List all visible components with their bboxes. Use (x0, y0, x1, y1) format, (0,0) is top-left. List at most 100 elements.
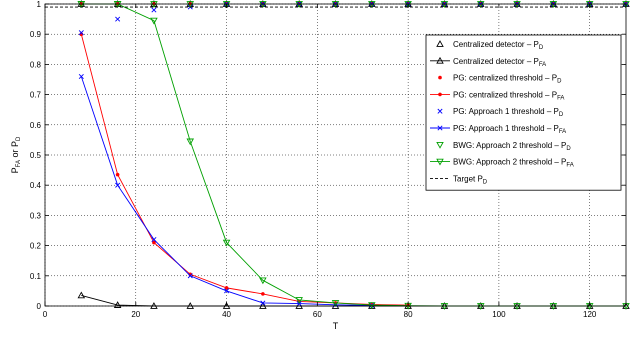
series-5 (78, 73, 375, 308)
y-tick-label: 0.7 (30, 91, 42, 100)
legend-entry: Centralized detector – PD (436, 40, 544, 51)
data-point-stroke (151, 7, 157, 13)
x-tick-label: 60 (313, 310, 322, 319)
data-point-stroke (260, 300, 266, 306)
data-point (187, 273, 193, 279)
legend-label-main: BWG: Approach 2 threshold – P (453, 141, 566, 150)
legend-label-sub: D (557, 79, 562, 85)
data-point (331, 300, 340, 307)
ticks: 0 20 40 60 80 100 120 0 0.1 0.2 0.3 0.4 0.5 0.6 0.7 0.8… (30, 0, 626, 319)
data-point (77, 291, 86, 299)
legend-label: PG: Approach 1 threshold – PD (453, 107, 564, 118)
legend-swatch-marker (436, 141, 444, 149)
legend-label-sub: FA (557, 95, 564, 101)
data-point-stroke (151, 237, 157, 243)
legend-entry: PG: centralized threshold – PD (438, 74, 562, 85)
legend-entry: PG: Approach 1 threshold – PD (437, 107, 564, 118)
legend-swatch-marker (436, 40, 444, 47)
data-point (186, 138, 195, 146)
y-axis-label-main: P (10, 167, 20, 173)
y-tick-label: 1 (37, 0, 42, 9)
x-tick-label: 0 (43, 310, 48, 319)
legend-label-main: Target P (453, 174, 483, 183)
legend-swatch-marker (436, 56, 444, 64)
legend-label-main: PG: centralized threshold – P (453, 90, 557, 99)
legend-label: BWG: Approach 2 threshold – PFA (453, 158, 574, 169)
data-point (368, 302, 376, 310)
y-tick-label: 0 (37, 302, 42, 311)
legend-swatch-marker (438, 92, 442, 97)
legend-label: BWG: Approach 2 threshold – PD (453, 141, 571, 152)
legend-label-sub: D (539, 45, 544, 51)
data-point (78, 30, 84, 36)
legend-swatch-marker (436, 158, 444, 166)
legend-label: PG: centralized threshold – PFA (453, 90, 564, 101)
y-tick-label: 0.5 (30, 151, 42, 160)
legend-box (425, 34, 622, 191)
x-tick-label: 20 (131, 310, 140, 319)
data-point-stroke (115, 16, 121, 22)
y-axis-label-sub1: FA (16, 160, 22, 167)
y-tick-label: 0.6 (30, 121, 42, 130)
legend-swatch-marker (437, 108, 443, 114)
data-point-stroke (187, 273, 193, 279)
data-point (295, 297, 303, 304)
legend-label-sub: D (566, 146, 571, 152)
data-point-stroke (78, 30, 84, 36)
y-tick-label: 0.3 (30, 211, 42, 220)
legend-label-sub: FA (539, 62, 546, 68)
x-tick-label: 120 (583, 310, 597, 319)
data-point (152, 240, 156, 245)
legend-entry: BWG: Approach 2 threshold – PD (436, 141, 571, 152)
data-point (151, 7, 157, 13)
y-tick-label: 0.4 (30, 181, 42, 190)
x-tick-label: 100 (492, 310, 506, 319)
y-tick-label: 0.9 (30, 30, 42, 39)
data-point (150, 17, 158, 25)
legend-label-sub: D (559, 112, 564, 118)
x-tick-label: 40 (222, 310, 231, 319)
legend-entry: Target PD (430, 174, 488, 185)
x-axis-label: T (333, 321, 339, 331)
legend-label: Centralized detector – PFA (453, 57, 546, 68)
data-point (115, 182, 121, 188)
y-axis-label-mid: or P (10, 141, 20, 160)
legend-swatch-marker (438, 75, 442, 80)
legend-entry: Centralized detector – PFA (430, 57, 546, 68)
data-point (78, 73, 84, 79)
data-point (260, 300, 266, 306)
legend-swatch-marker (437, 125, 443, 131)
data-point (113, 301, 122, 308)
legend-entry: BWG: Approach 2 threshold – PFA (430, 158, 574, 169)
legend-label: PG: centralized threshold – PD (453, 74, 562, 85)
y-tick-label: 0.2 (30, 242, 42, 251)
legend-label-sub: FA (559, 129, 566, 135)
legend-label-main: Centralized detector – P (453, 40, 539, 49)
legend-label: Target PD (453, 174, 488, 185)
data-point (222, 239, 231, 247)
legend-label: Centralized detector – PD (453, 40, 544, 51)
data-point-stroke (115, 182, 121, 188)
data-point (259, 277, 267, 285)
data-point (224, 288, 230, 294)
legend-label-sub: D (483, 179, 488, 185)
legend-label-main: PG: Approach 1 threshold – P (453, 107, 559, 116)
data-point-stroke (224, 288, 230, 294)
y-axis-label: PFA or PD (10, 136, 22, 173)
legend-swatch-marker-stroke (437, 125, 443, 131)
legend-entry: PG: centralized threshold – PFA (430, 90, 564, 101)
data-point (224, 286, 229, 290)
legend-label-main: PG: Approach 1 threshold – P (453, 124, 559, 133)
x-tick-label: 80 (404, 310, 413, 319)
legend-label: PG: Approach 1 threshold – PFA (453, 124, 566, 135)
y-tick-label: 0.8 (30, 60, 42, 69)
data-point-stroke (78, 73, 84, 79)
data-point (261, 292, 265, 296)
legend-entry: PG: Approach 1 threshold – PFA (430, 124, 566, 135)
legend-swatch-marker-stroke (437, 108, 443, 114)
legend-label-sub: FA (566, 163, 573, 169)
data-point (151, 237, 157, 243)
legend-label-main: Centralized detector – P (453, 57, 539, 66)
